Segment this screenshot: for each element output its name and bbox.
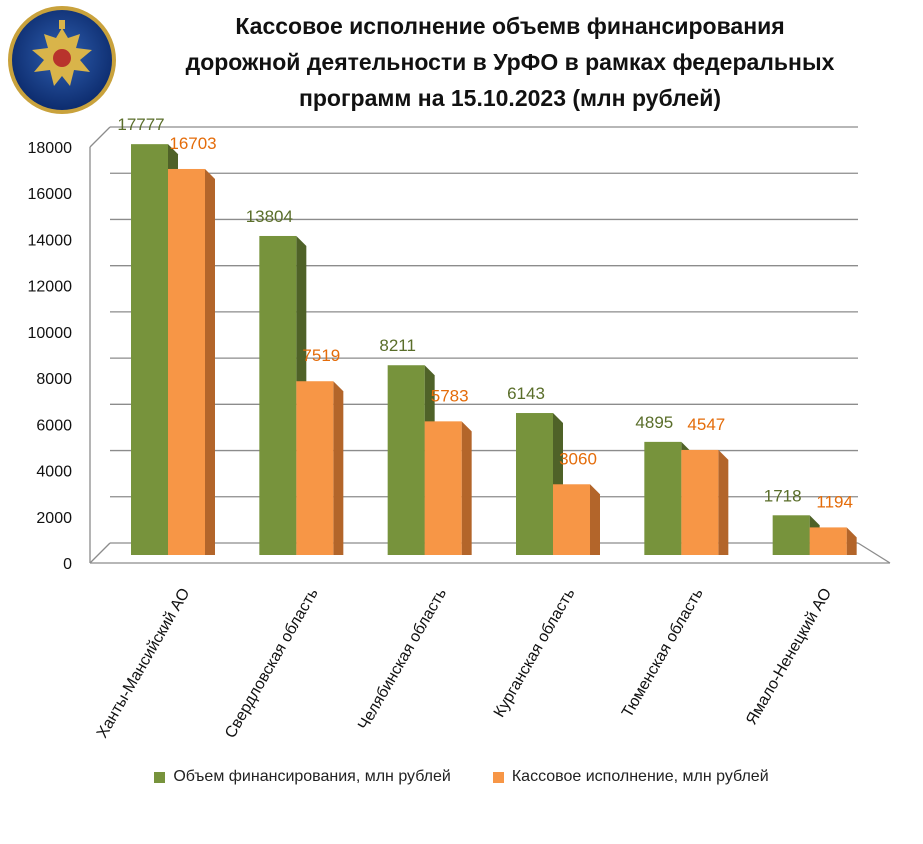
data-label: 7519 (302, 346, 340, 365)
y-tick-label: 2000 (36, 510, 72, 527)
bar (259, 235, 297, 555)
bar-side (205, 168, 215, 556)
data-label: 17777 (117, 115, 164, 134)
data-label: 4895 (635, 413, 673, 432)
bar-side (461, 421, 472, 555)
legend-swatch-execution (492, 771, 504, 783)
bar-chart: 0 2000 4000 6000 8000 10000 12000 14000 16000 180… (28, 115, 891, 742)
data-label: 4547 (687, 415, 725, 434)
data-label: 1718 (764, 486, 802, 505)
x-tick-label: Челябинская область (355, 586, 450, 734)
legend-item-execution: Кассовое исполнение, млн рублей (492, 768, 769, 786)
bar (809, 527, 847, 555)
bar (681, 449, 719, 555)
bar (424, 421, 462, 555)
y-tick-label: 8000 (36, 371, 72, 388)
chart-title-line-3: программ на 15.10.2023 (млн рублей) (298, 85, 722, 111)
y-tick-label: 10000 (28, 325, 73, 342)
bar-side (333, 381, 344, 555)
bar (644, 441, 682, 555)
emblem-logo (8, 6, 116, 114)
legend-swatch-financing (154, 771, 166, 783)
bar (168, 168, 205, 556)
floor-edge (857, 542, 891, 564)
bar-side (590, 484, 600, 555)
legend-label-financing: Объем финансирования, млн рублей (173, 768, 451, 785)
bar (772, 515, 810, 555)
chart-title-line-1: Кассовое исполнение объемв финансировани… (235, 13, 785, 39)
bar (387, 365, 425, 555)
data-label: 1194 (816, 492, 853, 511)
data-label: 3060 (559, 449, 597, 468)
legend-label-execution: Кассовое исполнение, млн рублей (511, 768, 769, 785)
bar (296, 381, 334, 555)
side-wall-edge (89, 542, 111, 564)
side-wall-edge (89, 126, 111, 148)
bar-side (718, 449, 729, 555)
x-tick-label: Курганская область (491, 586, 579, 721)
bar-side (846, 527, 857, 555)
y-tick-label: 18000 (28, 140, 73, 157)
x-tick-label: Ямало-Ненецкий АО (743, 586, 835, 728)
data-label: 13804 (246, 207, 293, 226)
bar (516, 413, 553, 555)
x-tick-label: Ханты-Мансийский АО (94, 586, 194, 742)
chart-legend: Объем финансирования, млн рублей Кассово… (0, 768, 923, 786)
y-tick-label: 14000 (28, 232, 73, 249)
x-tick-label: Свердловская область (222, 586, 322, 742)
data-label: 6143 (507, 384, 545, 403)
data-label: 8211 (379, 336, 416, 355)
y-tick-label: 4000 (36, 464, 72, 481)
data-label: 16703 (169, 134, 216, 153)
data-label: 5783 (431, 386, 469, 405)
y-tick-label: 0 (63, 556, 72, 573)
y-tick-label: 16000 (28, 186, 73, 203)
chart-title: Кассовое исполнение объемв финансировани… (130, 8, 890, 116)
bar (131, 144, 168, 555)
y-tick-label: 6000 (36, 417, 72, 434)
chart-title-line-2: дорожной деятельности в УрФО в рамках фе… (185, 49, 835, 75)
bar (553, 484, 590, 555)
legend-item-financing: Объем финансирования, млн рублей (154, 768, 451, 786)
x-tick-label: Тюменская область (619, 586, 707, 721)
y-tick-label: 12000 (28, 279, 73, 296)
